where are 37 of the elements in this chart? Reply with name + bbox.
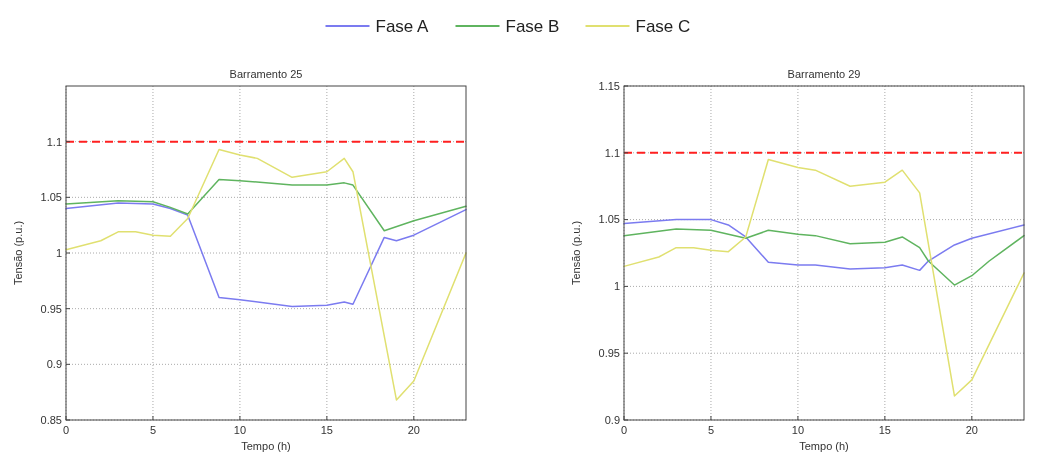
- legend-label: Fase A: [375, 16, 430, 36]
- y-tick-label: 1: [613, 280, 620, 293]
- x-axis-title: Tempo (h): [799, 440, 849, 452]
- line-series: [65, 148, 467, 401]
- line-series: [65, 202, 467, 308]
- chart-title: Barramento 25: [229, 68, 303, 80]
- x-axis-title: Tempo (h): [241, 440, 291, 452]
- x-tick-label: 20: [965, 424, 978, 436]
- y-tick-label: 1.05: [40, 191, 62, 204]
- line-series: [623, 158, 1025, 397]
- y-tick-label: 1.05: [598, 213, 620, 226]
- x-tick-label: 15: [878, 424, 891, 436]
- x-tick-label: 5: [149, 424, 157, 436]
- y-tick-label: 1.1: [604, 146, 620, 159]
- line-series: [65, 178, 467, 232]
- x-tick-label: 5: [707, 424, 715, 436]
- y-tick-label: 0.9: [604, 413, 620, 426]
- y-tick-label: 1.1: [46, 135, 62, 148]
- y-tick-label: 0.95: [598, 347, 620, 360]
- line-series: [623, 218, 1025, 272]
- chart-title: Barramento 29: [787, 68, 861, 80]
- y-tick-label: 0.85: [40, 413, 62, 426]
- legend-label: Fase B: [505, 16, 560, 36]
- y-tick-label: 1.15: [598, 79, 620, 92]
- y-axis-title: Tensão (p.u.): [570, 220, 582, 286]
- line-series: [623, 228, 1025, 286]
- y-tick-label: 1: [55, 246, 62, 259]
- x-tick-label: 15: [320, 424, 333, 436]
- x-tick-label: 0: [620, 424, 628, 436]
- x-tick-label: 10: [791, 424, 805, 436]
- legend-label: Fase C: [635, 16, 691, 36]
- x-tick-label: 10: [233, 424, 247, 436]
- x-tick-label: 20: [407, 424, 420, 436]
- y-tick-label: 0.95: [40, 302, 62, 315]
- y-tick-label: 0.9: [46, 358, 62, 371]
- y-axis-title: Tensão (p.u.): [12, 220, 24, 286]
- x-tick-label: 0: [62, 424, 70, 436]
